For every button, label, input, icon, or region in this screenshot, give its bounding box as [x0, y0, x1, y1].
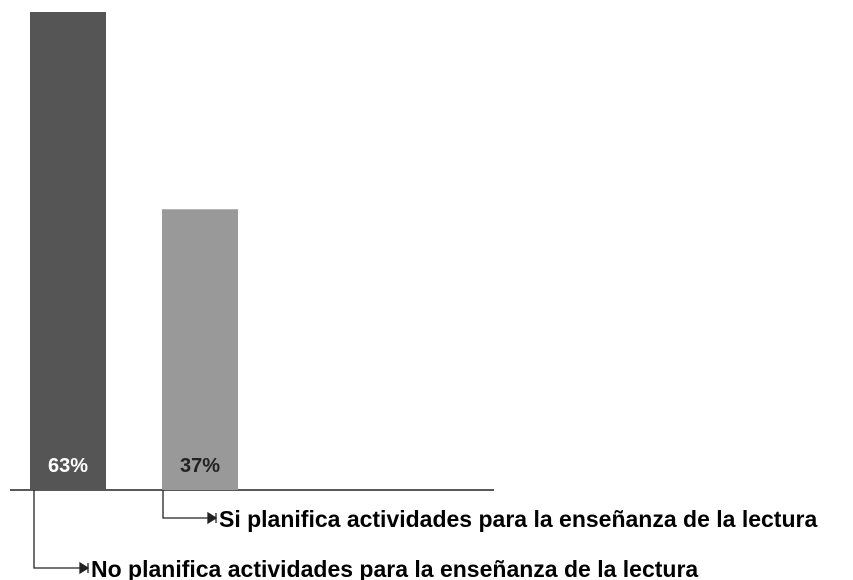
category-label-no-planifica: No planifica actividades para la enseñan… — [91, 556, 698, 580]
value-label-si-planifica: 37% — [180, 455, 220, 477]
value-label-no-planifica: 63% — [48, 455, 88, 477]
leader-arrow-no-planifica — [79, 561, 90, 575]
bar-no-planifica — [30, 12, 106, 490]
leader-arrow-si-planifica — [207, 511, 218, 525]
leader-line-si-planifica — [162, 490, 208, 519]
bar-si-planifica — [162, 209, 238, 490]
leader-line-no-planifica — [33, 490, 80, 569]
category-label-si-planifica: Si planifica actividades para la enseñan… — [219, 506, 817, 532]
